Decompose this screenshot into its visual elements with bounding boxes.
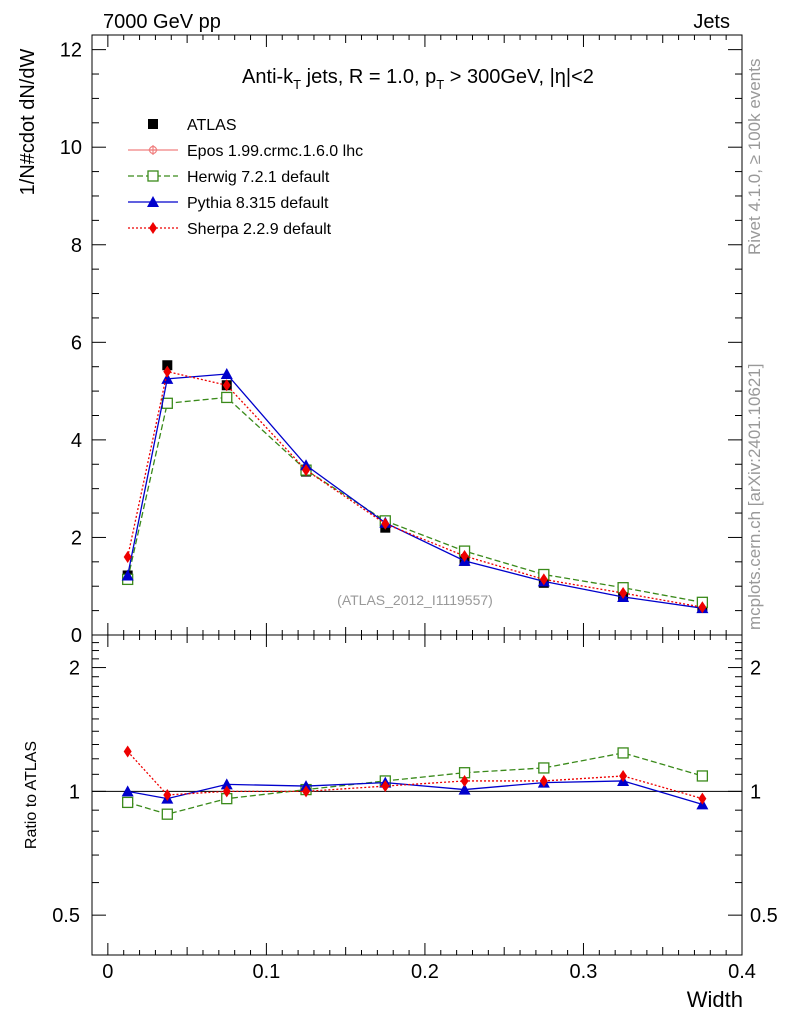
y-tick-label: 0	[71, 625, 82, 647]
data-point-herwig-7-2-1-default	[161, 397, 173, 409]
ratio-y-tick-label: 1	[69, 781, 80, 803]
ratio-line-herwig-7-2-1-default	[127, 752, 703, 815]
series-line-herwig-7-2-1-default	[127, 396, 703, 603]
ratio-point-sherpa-2-2-9-default	[302, 785, 311, 798]
y-tick-label: 8	[71, 235, 82, 257]
data-point-atlas	[162, 360, 173, 371]
ratio-y-tick-label-right: 2	[750, 658, 761, 680]
data-point-sherpa-2-2-9-default	[381, 517, 390, 530]
data-point-herwig-7-2-1-default	[221, 391, 233, 404]
plot-title: Anti-kT jets, R = 1.0, pT > 300GeV, |η|<…	[242, 66, 594, 92]
x-tick-label: 0.1	[252, 961, 280, 983]
x-tick-label: 0.3	[570, 961, 598, 983]
series-line-pythia-8-315-default	[127, 373, 703, 609]
ratio-point-herwig-7-2-1-default	[122, 796, 134, 809]
x-tick-label: 0.2	[411, 961, 439, 983]
legend-label-pythia-8-315-default: Pythia 8.315 default	[187, 195, 329, 212]
data-point-sherpa-2-2-9-default	[698, 601, 707, 614]
data-point-sherpa-2-2-9-default	[460, 549, 469, 562]
legend-marker-sherpa-2-2-9-default	[149, 222, 157, 234]
data-point-pythia-8-315-default	[161, 372, 174, 384]
y-tick-label: 2	[71, 527, 82, 549]
analysis-watermark: (ATLAS_2012_I1119557)	[337, 592, 493, 608]
ratio-y-tick-label: 0.5	[52, 905, 80, 927]
data-point-sherpa-2-2-9-default	[619, 587, 628, 600]
ratio-point-sherpa-2-2-9-default	[123, 745, 132, 758]
data-point-sherpa-2-2-9-default	[123, 550, 132, 563]
rivet-version-label: Rivet 4.1.0, ≥ 100k events	[745, 59, 764, 255]
y-tick-label: 10	[60, 137, 82, 159]
legend-marker-herwig-7-2-1-default	[147, 170, 159, 182]
ratio-point-sherpa-2-2-9-default	[619, 769, 628, 782]
header-left-label: 7000 GeV pp	[103, 11, 221, 33]
legend-marker-pythia-8-315-default	[147, 196, 159, 207]
data-point-sherpa-2-2-9-default	[222, 379, 231, 392]
legend-marker-atlas	[148, 119, 158, 129]
series-line-sherpa-2-2-9-default	[127, 370, 703, 608]
y-tick-label: 12	[60, 40, 82, 62]
ratio-point-pythia-8-315-default	[458, 783, 471, 795]
x-tick-label: 0.4	[728, 961, 756, 983]
ratio-point-pythia-8-315-default	[220, 778, 233, 790]
data-point-pythia-8-315-default	[220, 368, 233, 380]
y-tick-label: 4	[71, 430, 82, 452]
legend-label-herwig-7-2-1-default: Herwig 7.2.1 default	[187, 169, 330, 186]
ratio-point-herwig-7-2-1-default	[696, 770, 709, 782]
ratio-plot-frame	[91, 634, 743, 956]
ratio-point-herwig-7-2-1-default	[161, 808, 173, 820]
ratio-y-tick-label-right: 1	[750, 781, 761, 803]
legend-label-sherpa-2-2-9-default: Sherpa 2.2.9 default	[187, 221, 332, 238]
legend-label-epos-1-99-crmc-1-6-0-lhc: Epos 1.99.crmc.1.6.0 lhc	[187, 143, 363, 160]
ratio-point-herwig-7-2-1-default	[538, 762, 550, 774]
ratio-y-axis-title: Ratio to ATLAS	[23, 741, 40, 849]
mcplots-label: mcplots.cern.ch [arXiv:2401.10621]	[745, 364, 764, 630]
data-point-sherpa-2-2-9-default	[539, 573, 548, 586]
legend: ATLAS Epos 1.99.crmc.1.6.0 lhc Herwig 7.2.…	[128, 117, 363, 238]
ratio-point-sherpa-2-2-9-default	[381, 780, 390, 793]
ratio-point-sherpa-2-2-9-default	[460, 774, 469, 787]
ratio-point-sherpa-2-2-9-default	[222, 785, 231, 798]
x-tick-label: 0	[102, 961, 113, 983]
ratio-point-herwig-7-2-1-default	[617, 747, 629, 759]
data-point-sherpa-2-2-9-default	[163, 365, 172, 378]
ratio-y-tick-label-right: 0.5	[750, 905, 778, 927]
x-axis-title: Width	[687, 987, 743, 1012]
ratio-point-pythia-8-315-default	[121, 785, 134, 797]
y-tick-label: 6	[71, 332, 82, 354]
ratio-point-sherpa-2-2-9-default	[539, 774, 548, 787]
data-point-sherpa-2-2-9-default	[302, 464, 311, 477]
legend-label-atlas: ATLAS	[187, 117, 237, 134]
main-y-axis-title: 1/N#cdot dN/dW	[17, 49, 39, 196]
header-right-label: Jets	[693, 11, 730, 33]
data-point-pythia-8-315-default	[121, 569, 134, 581]
ratio-point-sherpa-2-2-9-default	[698, 792, 707, 805]
ratio-point-sherpa-2-2-9-default	[163, 788, 172, 801]
ratio-y-tick-label: 2	[69, 658, 80, 680]
